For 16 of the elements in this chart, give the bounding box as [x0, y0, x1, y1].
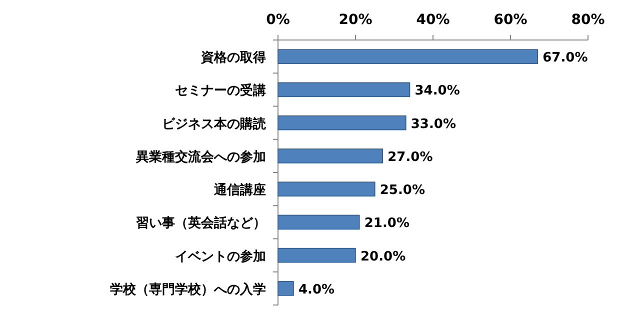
y-tick-label: 習い事（英会話など） [136, 215, 266, 232]
y-tick-label: 資格の取得 [200, 50, 266, 66]
y-tick-label: イベントの参加 [175, 248, 266, 264]
data-label: 67.0% [542, 50, 588, 66]
data-label: 34.0% [414, 84, 460, 99]
data-label: 20.0% [360, 249, 406, 264]
y-tick-label: 学校（専門学校）への入学 [110, 281, 266, 298]
y-tick-label: 通信講座 [213, 182, 266, 198]
data-label: 4.0% [298, 282, 335, 298]
data-label: 33.0% [410, 116, 456, 132]
data-label: 21.0% [364, 216, 410, 232]
data-label: 27.0% [388, 150, 433, 165]
y-tick-label: ビジネス本の購読 [162, 116, 267, 132]
data-label: 25.0% [380, 183, 425, 198]
y-tick-label: セミナーの受講 [175, 82, 266, 99]
y-tick-label: 異業種交流会への参加 [135, 148, 266, 165]
